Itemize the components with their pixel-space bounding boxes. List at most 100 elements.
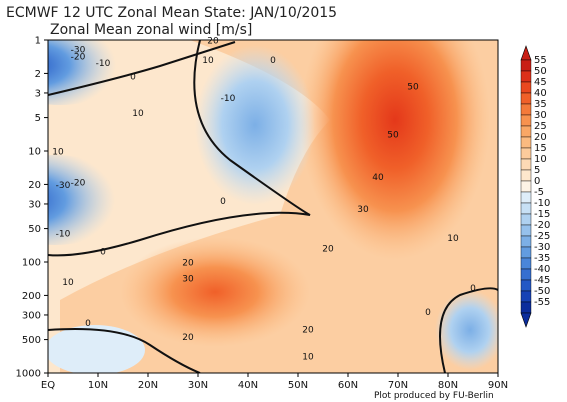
- x-tick-label: 60N: [338, 380, 358, 391]
- contour-label: 0: [470, 284, 476, 294]
- y-tick-label: 3: [35, 88, 41, 99]
- contour-field: [48, 40, 498, 373]
- x-tick-label: EQ: [41, 380, 55, 391]
- plot-frame: [47, 39, 499, 374]
- contour-label: 10: [202, 56, 214, 66]
- arctic-surface-easterly-fill: [435, 290, 498, 370]
- colorbar-swatch: [520, 180, 532, 193]
- x-tick-label: 50N: [288, 380, 308, 391]
- colorbar-label: 30: [534, 110, 547, 121]
- colorbar-label: -35: [534, 253, 550, 264]
- colorbar-label: 15: [534, 143, 547, 154]
- colorbar-swatch: [520, 125, 532, 138]
- colorbar-swatch: [520, 191, 532, 204]
- y-tick-label: 10: [28, 147, 41, 158]
- colorbar-swatch: [520, 81, 532, 94]
- contour-label: -30: [71, 45, 86, 55]
- plot-credit: Plot produced by FU-Berlin: [374, 391, 494, 401]
- colorbar-label: -5: [534, 187, 544, 198]
- stratospheric-easterly-fill: [195, 45, 315, 205]
- colorbar-label: 55: [534, 55, 547, 66]
- colorbar-label: -45: [534, 275, 550, 286]
- colorbar-arrow-top: [520, 45, 532, 61]
- contour-label: 50: [407, 83, 419, 93]
- colorbar-label: 20: [534, 132, 547, 143]
- colorbar-label: 50: [534, 66, 547, 77]
- subtropical-jet-fill: [120, 237, 310, 347]
- contour-label: 10: [62, 278, 74, 288]
- colorbar-arrow-bottom: [520, 312, 532, 328]
- colorbar-label: -40: [534, 264, 550, 275]
- y-tick-label: 5: [35, 113, 41, 124]
- contour-label: 10: [132, 109, 144, 119]
- colorbar-swatch: [520, 70, 532, 83]
- contour-label: 40: [372, 173, 384, 183]
- colorbar-label: 35: [534, 99, 547, 110]
- contour-label: 0: [270, 56, 276, 66]
- colorbar-swatch: [520, 257, 532, 270]
- contour-label: 10: [447, 234, 459, 244]
- contour-label: -20: [71, 178, 86, 188]
- x-tick-label: 40N: [238, 380, 258, 391]
- y-tick-label: 2: [35, 69, 41, 80]
- colorbar-swatch: [520, 235, 532, 248]
- y-tick-label: 1: [35, 36, 41, 47]
- contour-label: 0: [220, 197, 226, 207]
- colorbar-swatch: [520, 279, 532, 292]
- contour-label: 20: [182, 333, 194, 343]
- contour-label: -10: [96, 59, 111, 69]
- zero-contour-upper: [48, 41, 236, 96]
- y-tick-label: 200: [22, 291, 41, 302]
- contour-label: -10: [56, 230, 71, 240]
- colorbar-swatch: [520, 213, 532, 226]
- zero-contour-arctic: [439, 287, 498, 373]
- contour-label: -30: [56, 181, 71, 191]
- contour-label: 0: [85, 319, 91, 329]
- colorbar-label: 45: [534, 77, 547, 88]
- colorbar-label: -15: [534, 209, 550, 220]
- zero-contour-middle: [48, 40, 311, 257]
- zero-contour-lower: [48, 328, 201, 373]
- colorbar-swatch: [520, 103, 532, 116]
- colorbar-label: -50: [534, 286, 550, 297]
- contour-label: 20: [302, 325, 314, 335]
- y-tick-label: 20: [28, 180, 41, 191]
- colorbar-label: 0: [534, 176, 540, 187]
- contour-label: 20: [182, 259, 194, 269]
- x-tick-label: 80N: [438, 380, 458, 391]
- y-tick-label: 1000: [16, 369, 41, 380]
- x-tick-label: 70N: [388, 380, 408, 391]
- colorbar-swatch: [520, 158, 532, 171]
- colorbar-label: 10: [534, 154, 547, 165]
- colorbar-label: 5: [534, 165, 540, 176]
- colorbar-label: -10: [534, 198, 550, 209]
- colorbar-label: -25: [534, 231, 550, 242]
- tropical-easterly-upper-fill: [48, 40, 130, 105]
- colorbar-swatch: [520, 224, 532, 237]
- contour-label: 30: [182, 275, 194, 285]
- colorbar-swatch: [520, 246, 532, 259]
- chart-subtitle: Zonal Mean zonal wind [m/s]: [50, 22, 252, 38]
- tropical-easterly-lower-fill: [48, 155, 130, 245]
- y-tick-label: 100: [22, 258, 41, 269]
- y-tick-label: 300: [22, 310, 41, 321]
- colorbar-swatch: [520, 59, 532, 72]
- colorbar-swatch: [520, 147, 532, 160]
- colorbar-label: -55: [534, 297, 550, 308]
- colorbar-label: -30: [534, 242, 550, 253]
- colorbar-swatch: [520, 268, 532, 281]
- colorbar-swatch: [520, 290, 532, 303]
- chart-title: ECMWF 12 UTC Zonal Mean State: JAN/10/20…: [6, 5, 337, 21]
- colorbar-swatch: [520, 114, 532, 127]
- x-tick-label: 20N: [138, 380, 158, 391]
- contour-label: -10: [221, 94, 236, 104]
- colorbar-swatch: [520, 92, 532, 105]
- contour-label: 20: [207, 37, 219, 47]
- contour-label: 10: [52, 148, 64, 158]
- x-tick-label: 90N: [488, 380, 508, 391]
- contour-label: 10: [302, 352, 314, 362]
- x-tick-label: 10N: [88, 380, 108, 391]
- contour-label: 30: [357, 205, 369, 215]
- polar-night-jet-fill: [300, 40, 490, 260]
- colorbar-label: 25: [534, 121, 547, 132]
